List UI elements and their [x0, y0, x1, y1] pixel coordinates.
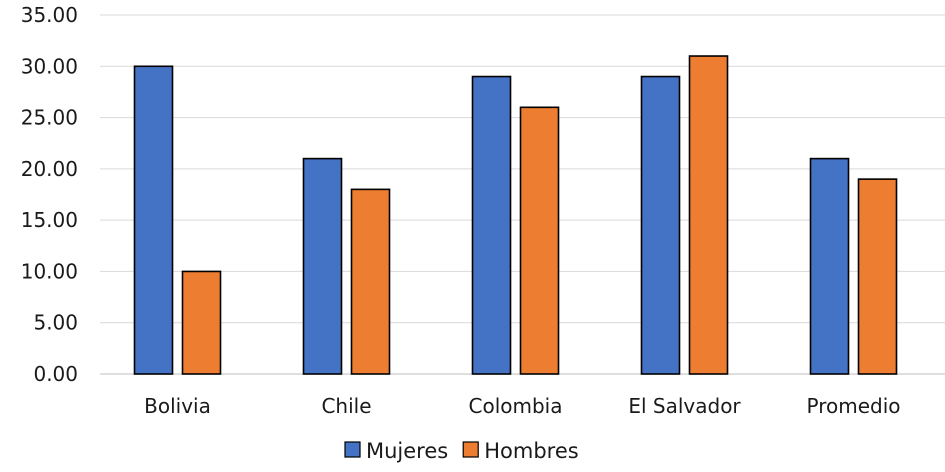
y-tick-label: 5.00 — [33, 311, 78, 335]
bar-mujeres-promedio — [809, 157, 850, 375]
y-axis-ticks: 0.00 5.00 10.00 15.00 20.00 25.00 30.00 35.00 — [21, 3, 78, 386]
legend-label-mujeres: Mujeres — [366, 439, 448, 463]
bar-hombres-el-salvador — [688, 55, 729, 375]
legend-label-hombres: Hombres — [484, 439, 578, 463]
x-category-label: Bolivia — [144, 394, 211, 418]
bar-mujeres-colombia — [471, 75, 512, 375]
y-tick-label: 35.00 — [21, 3, 78, 27]
bar-hombres-bolivia — [181, 270, 222, 375]
bar-hombres-chile — [350, 188, 391, 375]
x-category-label: Chile — [321, 394, 371, 418]
y-tick-label: 30.00 — [21, 54, 78, 78]
legend-swatch-mujeres — [344, 441, 361, 458]
bar-hombres-promedio — [857, 178, 898, 375]
bars — [133, 55, 898, 375]
y-tick-label: 0.00 — [33, 362, 78, 386]
y-tick-label: 25.00 — [21, 106, 78, 130]
bar-mujeres-el-salvador — [640, 75, 681, 375]
x-axis-categories: Bolivia Chile Colombia El Salvador Promedio — [144, 394, 900, 418]
bar-hombres-colombia — [519, 106, 560, 375]
y-tick-label: 10.00 — [21, 259, 78, 283]
legend-swatch-hombres — [462, 441, 479, 458]
x-category-label: Promedio — [806, 394, 900, 418]
legend: Mujeres Hombres — [344, 439, 579, 463]
x-category-label: Colombia — [469, 394, 563, 418]
bar-mujeres-bolivia — [133, 65, 174, 375]
y-tick-label: 15.00 — [21, 208, 78, 232]
bar-mujeres-chile — [302, 157, 343, 375]
x-category-label: El Salvador — [628, 394, 741, 418]
y-tick-label: 20.00 — [21, 157, 78, 181]
